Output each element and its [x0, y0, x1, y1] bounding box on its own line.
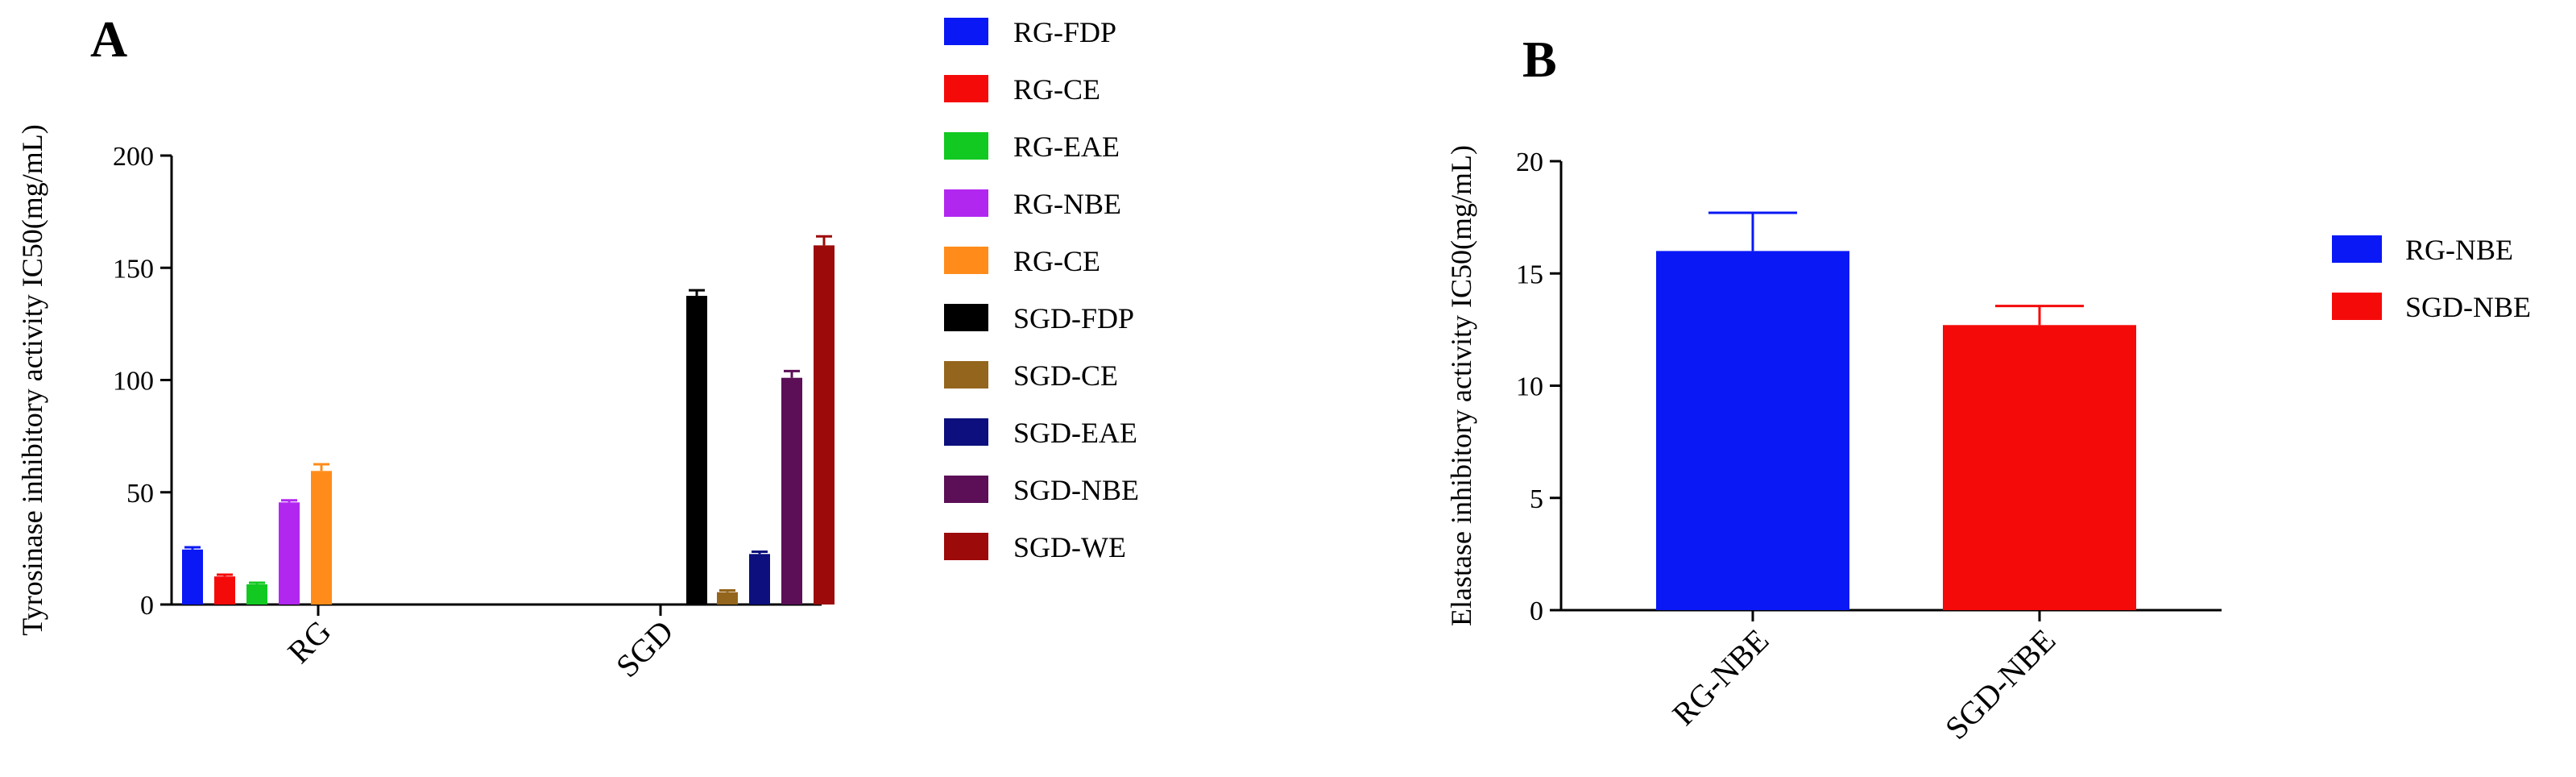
- panel-a-legend-label: RG-FDP: [1013, 16, 1116, 48]
- panel-b-rg-nbe-bar: [1656, 251, 1849, 610]
- panel-a-legend-swatch: [944, 476, 988, 503]
- panel-b-x-tick-label-rg-nbe: RG-NBE: [1665, 622, 1775, 733]
- panel-a-sgd-ce-bar: [717, 592, 738, 605]
- panel-a-legend-swatch: [944, 132, 988, 160]
- panel-b-elastase-chart: B 0 5 10 15 20 Elastase inhibitory activity I…: [1445, 31, 2531, 746]
- panel-a-y-tick-label: 50: [126, 479, 154, 509]
- panel-a-legend-swatch: [944, 304, 988, 331]
- panel-a-legend-label: SGD-WE: [1013, 531, 1126, 563]
- panel-b-x-tick-label-sgd-nbe: SGD-NBE: [1938, 622, 2062, 746]
- panel-a-x-tick-label-sgd: SGD: [609, 613, 680, 684]
- panel-b-sgd-nbe-bar: [1943, 325, 2136, 610]
- panel-a-sgd-eae-bar: [749, 554, 770, 605]
- panel-b-legend-swatch: [2332, 235, 2382, 263]
- panel-a-legend-swatch: [944, 361, 988, 388]
- panel-b-legend-label: SGD-NBE: [2405, 291, 2531, 323]
- panel-a-legend-label: SGD-CE: [1013, 359, 1118, 392]
- panel-a-rg-ce-bar: [214, 576, 235, 605]
- panel-b-bars: [1656, 211, 2136, 610]
- panel-a-legend-label: SGD-FDP: [1013, 302, 1134, 334]
- panel-a-rg-eae-bar: [246, 584, 267, 605]
- panel-a-sgd-we-bar: [814, 245, 835, 605]
- panel-a-y-tick-label: 200: [113, 142, 154, 172]
- panel-a-sgd-fdp-bar: [686, 296, 707, 605]
- panel-a-legend-label: SGD-NBE: [1013, 474, 1139, 506]
- panel-a-y-tick-label: 150: [113, 254, 154, 284]
- panel-b-y-tick-label: 0: [1530, 596, 1543, 626]
- panel-b-legend-label: RG-NBE: [2405, 234, 2513, 266]
- panel-b-y-tick-label: 10: [1516, 372, 1543, 402]
- panel-a-tyrosinase-chart: A 0 50 100 150 200 Tyrosinase inhibitory acti…: [16, 10, 1139, 684]
- panel-b-y-tick-label: 5: [1530, 484, 1543, 514]
- panel-b-label: B: [1522, 31, 1557, 88]
- panel-a-sgd-nbe-bar: [781, 377, 802, 605]
- panel-a-legend-label: RG-EAE: [1013, 131, 1120, 163]
- panel-a-legend-swatch: [944, 18, 988, 45]
- panel-a-legend-swatch: [944, 189, 988, 217]
- panel-a-x-tick-label-rg: RG: [280, 613, 338, 671]
- panel-b-y-tick-label: 15: [1516, 260, 1543, 289]
- panel-a-label: A: [90, 10, 127, 68]
- panel-a-legend: RG-FDP RG-CE RG-EAE RG-NBE RG-CE SGD-FDP SGD-C…: [944, 16, 1139, 563]
- panel-a-y-tick-label: 0: [140, 591, 154, 621]
- panel-a-legend-swatch: [944, 533, 988, 560]
- panel-a-legend-label: RG-CE: [1013, 73, 1100, 106]
- panel-a-bars: [182, 235, 835, 605]
- panel-a-rg-fdp-bar: [182, 549, 203, 605]
- panel-a-legend-label: RG-CE: [1013, 245, 1100, 277]
- panel-b-legend-swatch: [2332, 293, 2382, 320]
- panel-b-y-axis-title: Elastase inhibitory activity IC50(mg/mL): [1445, 145, 1477, 626]
- panel-a-legend-swatch: [944, 247, 988, 274]
- panel-a-rg-ce-bar: [311, 471, 332, 605]
- panel-a-rg-nbe-bar: [279, 502, 300, 605]
- panel-a-legend-label: RG-NBE: [1013, 188, 1121, 220]
- panel-a-legend-label: SGD-EAE: [1013, 417, 1137, 449]
- panel-b-legend: RG-NBE SGD-NBE: [2332, 234, 2531, 323]
- panel-a-y-tick-label: 100: [113, 367, 154, 397]
- panel-a-y-axis-title: Tyrosinase inhibitory activity IC50(mg/m…: [16, 124, 48, 635]
- panel-b-y-tick-label: 20: [1516, 148, 1543, 177]
- panel-a-legend-swatch: [944, 75, 988, 102]
- panel-a-legend-swatch: [944, 418, 988, 446]
